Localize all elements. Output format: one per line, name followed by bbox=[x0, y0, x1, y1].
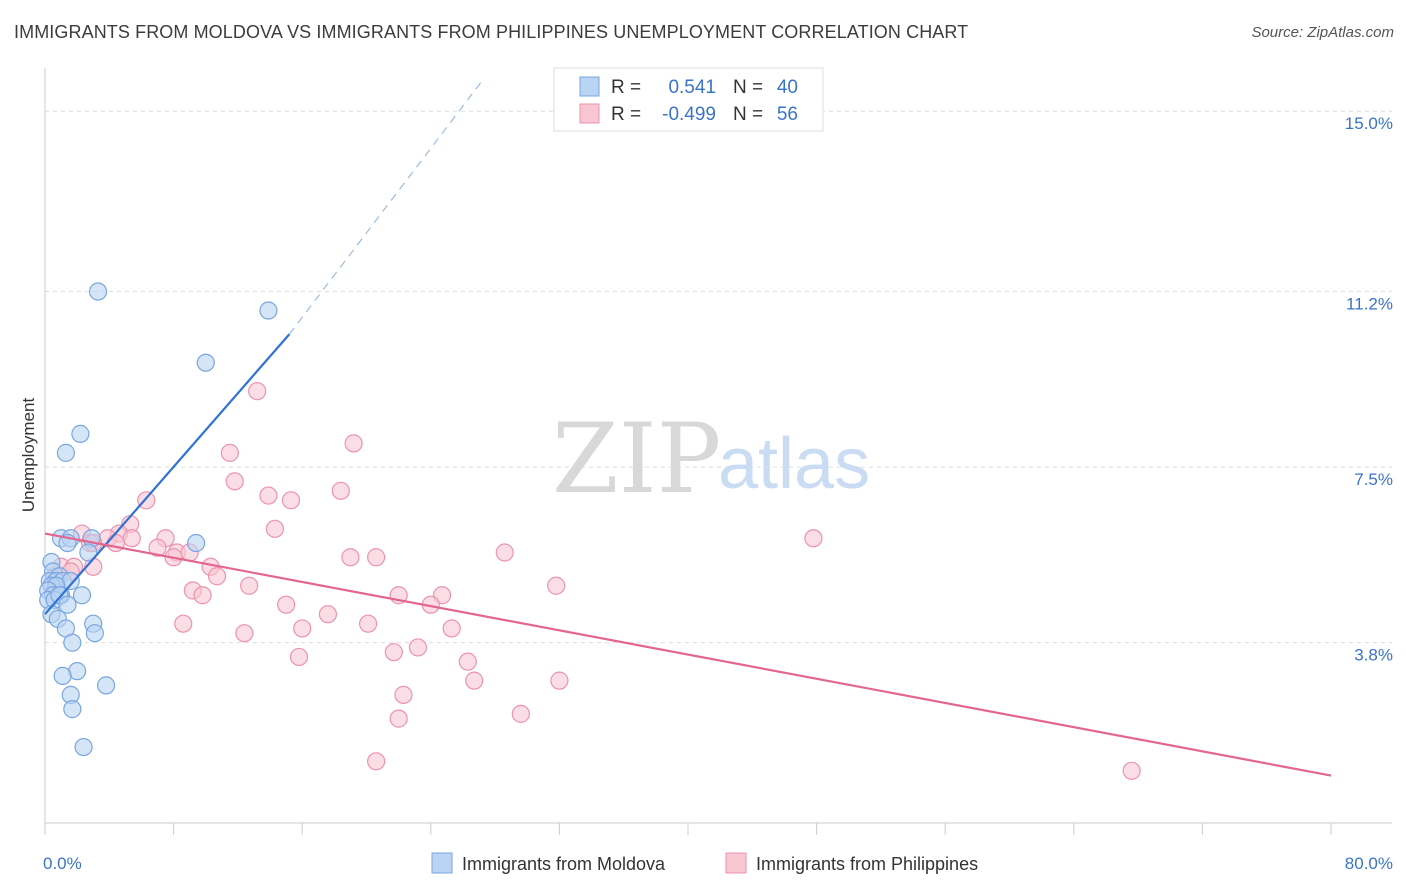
series-legend-label-moldova: Immigrants from Moldova bbox=[462, 854, 666, 874]
philippines-point bbox=[281, 491, 301, 510]
chart-title: IMMIGRANTS FROM MOLDOVA VS IMMIGRANTS FR… bbox=[14, 22, 969, 42]
philippines-point bbox=[318, 605, 338, 624]
legend-swatch-moldova bbox=[579, 76, 600, 97]
legend-r-value-moldova: 0.541 bbox=[668, 77, 716, 98]
philippines-point bbox=[259, 486, 278, 505]
moldova-point bbox=[63, 633, 82, 652]
grid-lines bbox=[45, 110, 1392, 644]
philippines-point bbox=[367, 752, 386, 771]
moldova-point bbox=[63, 700, 82, 719]
philippines-point bbox=[804, 529, 823, 548]
series-legend-label-philippines: Immigrants from Philippines bbox=[756, 854, 978, 874]
philippines-point bbox=[1122, 761, 1141, 780]
y-tick-label: 11.2% bbox=[1346, 295, 1393, 314]
philippines-point bbox=[331, 481, 350, 500]
moldova-points bbox=[39, 282, 278, 757]
philippines-points bbox=[45, 382, 1141, 780]
moldova-point bbox=[71, 424, 90, 443]
watermark: ZIP atlas bbox=[552, 403, 870, 515]
philippines-point bbox=[384, 643, 403, 662]
moldova-trend-extension bbox=[288, 82, 482, 335]
moldova-point bbox=[96, 676, 116, 695]
philippines-point bbox=[225, 472, 244, 491]
philippines-point bbox=[240, 576, 259, 595]
y-tick-label: 3.8% bbox=[1354, 646, 1393, 665]
trend-lines bbox=[44, 82, 1332, 777]
x-tick-labels: 0.0% 80.0% bbox=[43, 854, 1393, 873]
philippines-point bbox=[220, 443, 239, 462]
moldova-point bbox=[187, 533, 206, 553]
philippines-point bbox=[408, 638, 428, 657]
legend-n-value-moldova: 40 bbox=[777, 77, 798, 98]
x-tick-label: 80.0% bbox=[1345, 854, 1393, 873]
philippines-point bbox=[442, 619, 461, 638]
legend-n-label-philippines: N = bbox=[733, 104, 763, 125]
philippines-point bbox=[289, 647, 309, 667]
moldova-point bbox=[88, 282, 108, 301]
philippines-point bbox=[495, 543, 514, 562]
philippines-point bbox=[207, 567, 227, 586]
moldova-point bbox=[196, 353, 215, 372]
philippines-point bbox=[547, 576, 566, 595]
axes bbox=[44, 68, 1392, 835]
philippines-point bbox=[550, 671, 569, 690]
y-tick-label: 7.5% bbox=[1354, 470, 1393, 489]
philippines-point bbox=[458, 652, 477, 671]
y-axis-title: Unemployment bbox=[19, 398, 38, 513]
philippines-point bbox=[389, 709, 408, 728]
philippines-point bbox=[122, 529, 141, 548]
legend-r-label-philippines: R = bbox=[611, 104, 641, 125]
philippines-point bbox=[359, 614, 378, 633]
legend-swatch-philippines bbox=[579, 103, 600, 124]
moldova-point bbox=[85, 624, 104, 643]
legend-n-value-philippines: 56 bbox=[777, 104, 798, 125]
philippines-point bbox=[465, 671, 484, 690]
moldova-trend-line bbox=[44, 333, 291, 615]
moldova-point bbox=[74, 737, 93, 757]
correlation-legend: R = 0.541 N = 40 R = -0.499 N = 56 bbox=[553, 67, 824, 132]
moldova-point bbox=[53, 666, 72, 685]
series-legend: Immigrants from Moldova Immigrants from … bbox=[431, 852, 978, 874]
y-tick-labels: 3.8% 7.5% 11.2% 15.0% bbox=[1345, 114, 1393, 664]
philippines-point bbox=[248, 382, 267, 401]
watermark-atlas: atlas bbox=[718, 424, 870, 504]
philippines-point bbox=[277, 595, 296, 614]
source-label: Source: ZipAtlas.com bbox=[1251, 24, 1394, 41]
philippines-point bbox=[394, 685, 413, 704]
philippines-point bbox=[193, 586, 212, 605]
y-tick-label: 15.0% bbox=[1345, 114, 1393, 133]
philippines-point bbox=[511, 704, 530, 723]
series-legend-swatch-moldova bbox=[431, 852, 453, 874]
legend-n-label-moldova: N = bbox=[733, 77, 763, 98]
series-legend-swatch-philippines bbox=[725, 852, 747, 874]
legend-r-label-moldova: R = bbox=[611, 77, 641, 98]
philippines-point bbox=[265, 519, 284, 538]
philippines-point bbox=[341, 548, 360, 567]
philippines-trend-line bbox=[44, 532, 1332, 777]
moldova-point bbox=[58, 595, 77, 614]
legend-r-value-philippines: -0.499 bbox=[662, 104, 716, 125]
moldova-point bbox=[72, 586, 92, 605]
moldova-point bbox=[56, 443, 75, 462]
philippines-point bbox=[293, 619, 312, 638]
philippines-point bbox=[367, 548, 386, 567]
watermark-zip: ZIP bbox=[552, 403, 721, 515]
philippines-point bbox=[344, 434, 363, 453]
moldova-point bbox=[79, 543, 98, 562]
x-tick-label: 0.0% bbox=[43, 854, 82, 873]
moldova-point bbox=[259, 301, 278, 320]
philippines-point bbox=[174, 614, 193, 633]
philippines-point bbox=[148, 538, 167, 557]
philippines-point bbox=[235, 624, 254, 643]
